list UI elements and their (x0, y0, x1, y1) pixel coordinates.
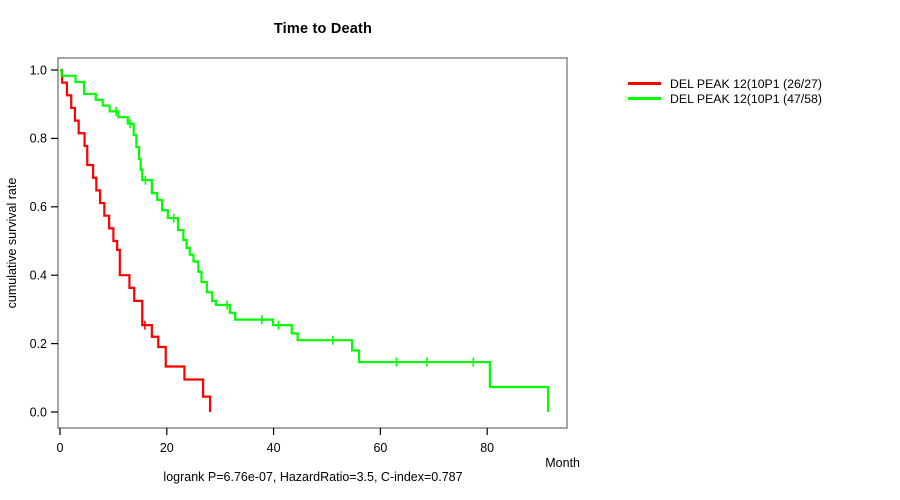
survival-curve-green (60, 68, 550, 412)
x-axis-tick-label: 20 (160, 441, 174, 455)
y-axis-tick-label: 0.8 (30, 132, 47, 146)
plot-frame (57, 57, 568, 429)
y-axis-tick-label: 1.0 (30, 63, 47, 77)
legend: DEL PEAK 12(10P1 (26/27) DEL PEAK 12(10P… (628, 76, 822, 106)
x-axis-tick-label: 40 (267, 441, 281, 455)
x-axis-tick-label: 60 (373, 441, 387, 455)
statistics-annotation: logrank P=6.76e-07, HazardRatio=3.5, C-i… (163, 470, 463, 484)
legend-label-red: DEL PEAK 12(10P1 (26/27) (670, 76, 822, 91)
legend-label-green: DEL PEAK 12(10P1 (47/58) (670, 91, 822, 106)
x-axis-title: Month (545, 456, 580, 470)
chart-title: Time to Death (273, 21, 373, 37)
y-axis-tick-label: 0.0 (30, 405, 47, 419)
x-axis-tick-label: 80 (480, 441, 494, 455)
survival-curve-red (60, 68, 212, 412)
green-line-swatch (628, 97, 661, 100)
legend-item-green: DEL PEAK 12(10P1 (47/58) (628, 91, 822, 106)
y-axis-tick-label: 0.4 (30, 269, 47, 283)
legend-item-red: DEL PEAK 12(10P1 (26/27) (628, 76, 822, 91)
y-axis-tick-label: 0.6 (30, 200, 47, 214)
y-axis-tick-label: 0.2 (30, 337, 47, 351)
x-axis-tick-label: 0 (57, 441, 64, 455)
y-axis-title: cumulative survival rate (5, 177, 19, 309)
red-line-swatch (628, 82, 661, 85)
